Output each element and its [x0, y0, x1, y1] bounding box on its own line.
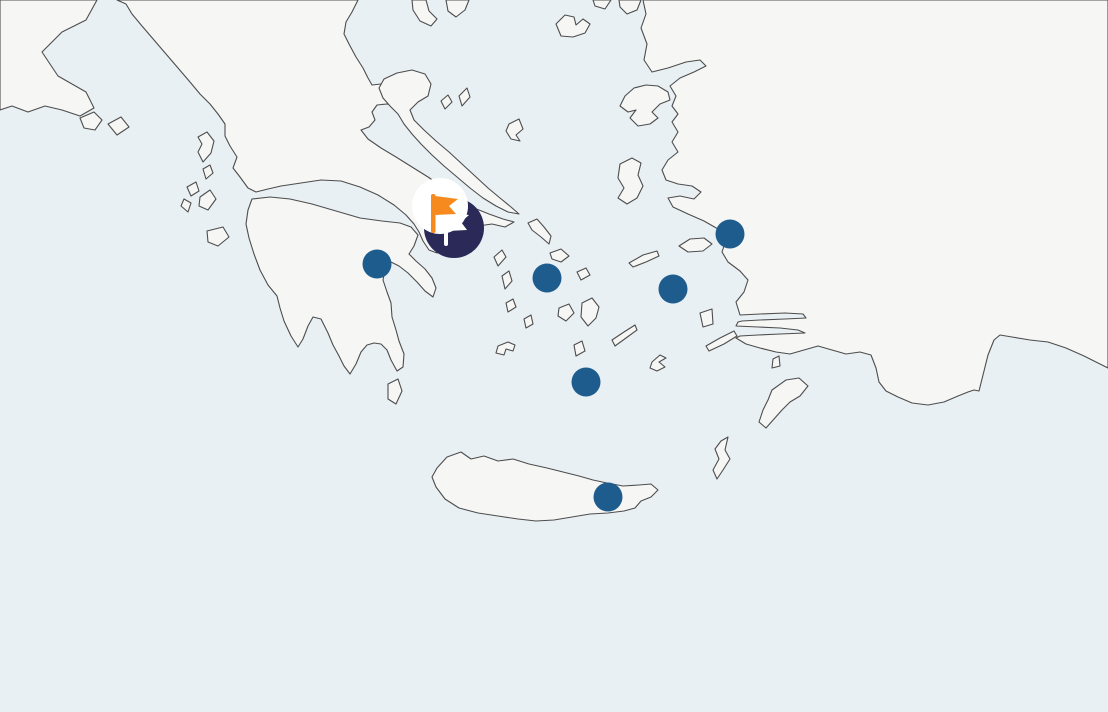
- island-sporades: [458, 87, 471, 107]
- map-marker[interactable]: [658, 274, 688, 304]
- island-top-edge: [618, 0, 642, 15]
- island-kos: [699, 308, 714, 328]
- island-serifos: [505, 298, 517, 313]
- islet: [79, 111, 103, 131]
- island-mykonos: [576, 267, 591, 281]
- island-paros: [557, 303, 575, 322]
- island-kythnos: [501, 270, 513, 290]
- landmass-peloponnese: [245, 196, 437, 375]
- map-marker[interactable]: [715, 219, 745, 249]
- island-naxos: [580, 297, 600, 327]
- island-top-edge: [592, 0, 612, 10]
- island-crete: [431, 451, 659, 522]
- island-samos: [678, 237, 713, 253]
- map-marker[interactable]: [593, 482, 623, 512]
- island-kea: [493, 249, 507, 267]
- island-lemnos: [555, 14, 591, 38]
- island-ios: [573, 340, 586, 357]
- island-chios: [617, 157, 644, 205]
- island-euboea: [378, 69, 520, 215]
- island-zakynthos: [206, 226, 230, 247]
- island-kythira: [387, 378, 403, 405]
- map-marker[interactable]: [532, 263, 562, 293]
- landmass-northwest-corner: [0, 0, 98, 117]
- markers-layer: [362, 219, 745, 512]
- peninsula-finger: [411, 0, 438, 27]
- islet: [107, 116, 130, 136]
- island-andros: [527, 218, 552, 245]
- island-rhodes: [758, 377, 809, 429]
- islet: [771, 355, 781, 369]
- map-marker[interactable]: [571, 367, 601, 397]
- flag-badge[interactable]: [412, 178, 468, 234]
- island-lefkada: [186, 181, 200, 197]
- island-tinos: [549, 248, 570, 263]
- island-skyros: [505, 118, 524, 142]
- island-ithaca: [180, 198, 192, 213]
- landmass-anatolia: [640, 0, 1108, 406]
- map-marker[interactable]: [362, 249, 392, 279]
- island-milos: [495, 341, 516, 356]
- landmasses: [0, 0, 1108, 522]
- island-cephalonia: [198, 189, 217, 211]
- island-astypalaia: [649, 354, 667, 372]
- island-sporades: [440, 94, 453, 110]
- island-ikaria: [628, 250, 660, 268]
- island-lesbos: [619, 84, 671, 127]
- island-paxos: [202, 164, 214, 180]
- island-sifnos: [523, 314, 534, 329]
- island-dodecanese: [705, 330, 738, 352]
- peninsula-finger: [445, 0, 470, 18]
- island-amorgos: [611, 324, 638, 347]
- island-karpathos: [712, 436, 731, 480]
- flag-icon: [431, 194, 458, 233]
- island-corfu: [197, 131, 215, 163]
